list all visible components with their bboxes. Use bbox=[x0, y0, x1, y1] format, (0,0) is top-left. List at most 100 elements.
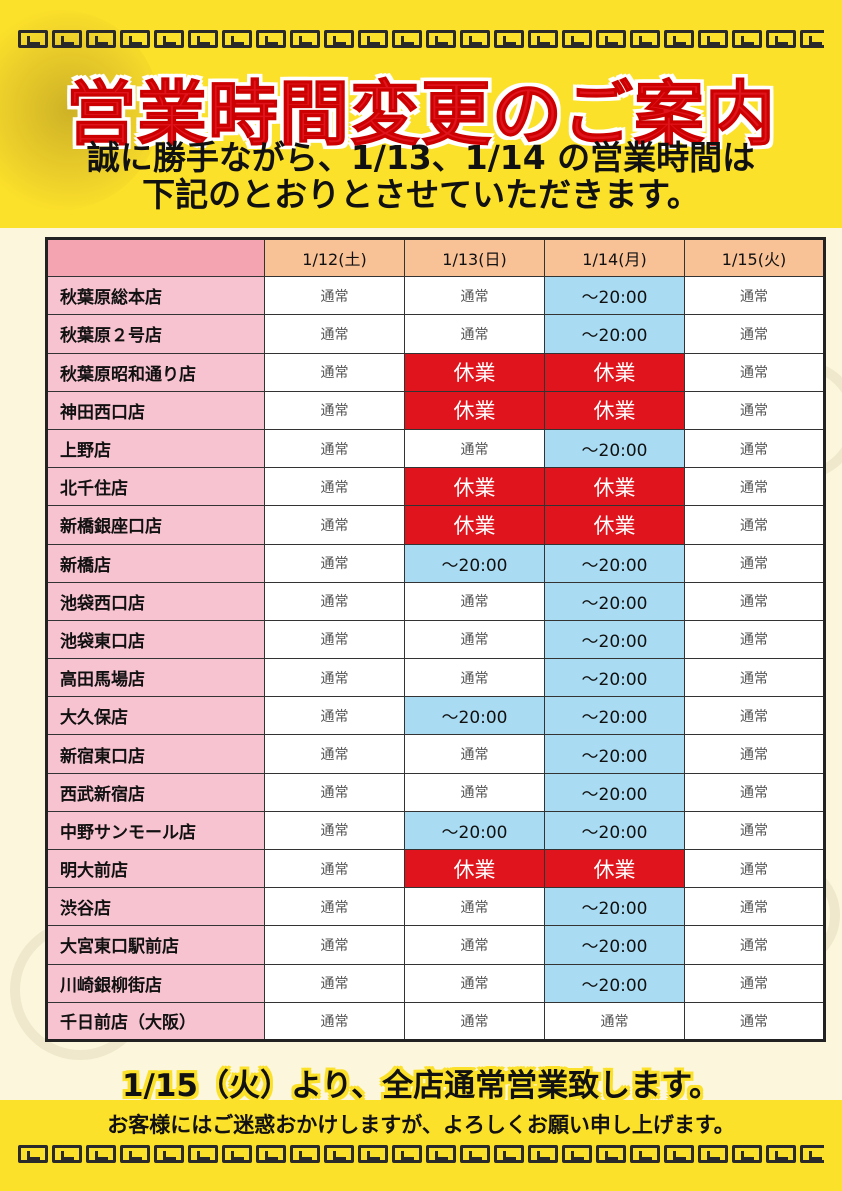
hours-cell-short: ～20:00 bbox=[404, 543, 545, 583]
hours-cell-normal: 通常 bbox=[404, 963, 545, 1003]
fret-pattern-icon bbox=[426, 1145, 456, 1163]
fret-pattern-icon bbox=[630, 1145, 660, 1163]
hours-cell-closed: 休業 bbox=[544, 505, 685, 545]
store-name: 上野店 bbox=[46, 428, 265, 469]
fret-pattern-icon bbox=[494, 1145, 524, 1163]
hours-cell-normal: 通常 bbox=[264, 390, 405, 430]
fret-border-bottom bbox=[18, 1145, 824, 1165]
fret-pattern-icon bbox=[256, 1145, 286, 1163]
hours-cell-normal: 通常 bbox=[684, 658, 825, 698]
fret-pattern-icon bbox=[188, 30, 218, 48]
table-header-row: 1/12(土) 1/13(日) 1/14(月) 1/15(火) bbox=[46, 237, 825, 278]
fret-pattern-icon bbox=[528, 1145, 558, 1163]
table-row: 新橋銀座口店 通常 休業 休業 通常 bbox=[46, 505, 825, 545]
hours-cell-normal: 通常 bbox=[404, 619, 545, 660]
fret-pattern-icon bbox=[120, 30, 150, 48]
table-row: 高田馬場店 通常 通常 ～20:00 通常 bbox=[46, 658, 825, 698]
fret-pattern-icon bbox=[120, 1145, 150, 1163]
hours-cell-short: ～20:00 bbox=[544, 696, 685, 736]
hours-cell-short: ～20:00 bbox=[404, 696, 545, 736]
table-row: 秋葉原２号店 通常 通常 ～20:00 通常 bbox=[46, 314, 825, 354]
store-name: 大宮東口駅前店 bbox=[46, 925, 265, 965]
table-row: 千日前店（大阪） 通常 通常 通常 通常 bbox=[46, 1001, 825, 1041]
hours-cell-normal: 通常 bbox=[264, 352, 405, 392]
table-row: 神田西口店 通常 休業 休業 通常 bbox=[46, 390, 825, 430]
hours-cell-normal: 通常 bbox=[684, 963, 825, 1003]
hours-cell-closed: 休業 bbox=[404, 848, 545, 889]
fret-pattern-icon bbox=[18, 30, 48, 48]
hours-cell-short: ～20:00 bbox=[544, 772, 685, 812]
hours-cell-normal: 通常 bbox=[264, 887, 405, 927]
table-row: 中野サンモール店 通常 ～20:00 ～20:00 通常 bbox=[46, 810, 825, 851]
hours-cell-normal: 通常 bbox=[264, 276, 405, 316]
fret-pattern-icon bbox=[256, 30, 286, 48]
fret-pattern-icon bbox=[18, 1145, 48, 1163]
fret-border-top bbox=[18, 30, 824, 50]
hours-cell-normal: 通常 bbox=[404, 734, 545, 774]
table-row: 新橋店 通常 ～20:00 ～20:00 通常 bbox=[46, 543, 825, 583]
fret-pattern-icon bbox=[562, 30, 592, 48]
hours-cell-short: ～20:00 bbox=[544, 276, 685, 316]
hours-cell-closed: 休業 bbox=[404, 505, 545, 545]
fret-pattern-icon bbox=[664, 1145, 694, 1163]
table-row: 川崎銀柳街店 通常 通常 ～20:00 通常 bbox=[46, 963, 825, 1003]
hours-cell-normal: 通常 bbox=[684, 505, 825, 545]
hours-cell-normal: 通常 bbox=[404, 887, 545, 927]
fret-pattern-icon bbox=[596, 30, 626, 48]
fret-pattern-icon bbox=[290, 30, 320, 48]
hours-cell-short: ～20:00 bbox=[544, 314, 685, 354]
store-name: 明大前店 bbox=[46, 848, 265, 889]
hours-cell-short: ～20:00 bbox=[544, 581, 685, 621]
hours-cell-normal: 通常 bbox=[684, 810, 825, 851]
hours-cell-normal: 通常 bbox=[684, 1001, 825, 1041]
corner-cell bbox=[46, 237, 265, 278]
store-name: 池袋西口店 bbox=[46, 581, 265, 621]
store-name: 川崎銀柳街店 bbox=[46, 963, 265, 1003]
hours-cell-closed: 休業 bbox=[404, 352, 545, 392]
hours-cell-closed: 休業 bbox=[544, 848, 685, 889]
fret-pattern-icon bbox=[596, 1145, 626, 1163]
hours-cell-normal: 通常 bbox=[264, 428, 405, 469]
fret-pattern-icon bbox=[732, 1145, 762, 1163]
hours-cell-closed: 休業 bbox=[544, 352, 685, 392]
fret-pattern-icon bbox=[460, 1145, 490, 1163]
hours-cell-closed: 休業 bbox=[404, 390, 545, 430]
hours-cell-normal: 通常 bbox=[264, 1001, 405, 1041]
fret-pattern-icon bbox=[664, 30, 694, 48]
hours-cell-normal: 通常 bbox=[264, 467, 405, 507]
fret-pattern-icon bbox=[86, 1145, 116, 1163]
hours-cell-normal: 通常 bbox=[404, 276, 545, 316]
store-name: 西武新宿店 bbox=[46, 772, 265, 812]
store-name: 大久保店 bbox=[46, 696, 265, 736]
table-row: 秋葉原総本店 通常 通常 ～20:00 通常 bbox=[46, 276, 825, 316]
schedule-table: 1/12(土) 1/13(日) 1/14(月) 1/15(火) 秋葉原総本店 通常… bbox=[45, 237, 826, 1042]
fret-pattern-icon bbox=[460, 30, 490, 48]
fret-pattern-icon bbox=[154, 30, 184, 48]
fret-pattern-icon bbox=[766, 1145, 796, 1163]
fret-pattern-icon bbox=[698, 30, 728, 48]
hours-cell-normal: 通常 bbox=[684, 887, 825, 927]
hours-cell-normal: 通常 bbox=[404, 925, 545, 965]
table-row: 渋谷店 通常 通常 ～20:00 通常 bbox=[46, 887, 825, 927]
table-row: 上野店 通常 通常 ～20:00 通常 bbox=[46, 428, 825, 469]
closing-message: お客様にはご迷惑おかけしますが、よろしくお願い申し上げます。 bbox=[107, 1113, 735, 1137]
store-name: 神田西口店 bbox=[46, 390, 265, 430]
table-row: 西武新宿店 通常 通常 ～20:00 通常 bbox=[46, 772, 825, 812]
hours-cell-normal: 通常 bbox=[684, 352, 825, 392]
fret-pattern-icon bbox=[528, 30, 558, 48]
hours-cell-normal: 通常 bbox=[684, 390, 825, 430]
subtitle-line-1: 誠に勝手ながら、1/13、1/14 の営業時間は bbox=[86, 138, 756, 177]
column-header-0113: 1/13(日) bbox=[404, 237, 545, 278]
column-header-0115: 1/15(火) bbox=[684, 237, 825, 278]
fret-pattern-icon bbox=[800, 30, 824, 48]
hours-cell-normal: 通常 bbox=[264, 848, 405, 889]
hours-cell-short: ～20:00 bbox=[544, 887, 685, 927]
column-header-0114: 1/14(月) bbox=[544, 237, 685, 278]
store-name: 秋葉原総本店 bbox=[46, 276, 265, 316]
hours-cell-normal: 通常 bbox=[404, 428, 545, 469]
hours-cell-normal: 通常 bbox=[404, 1001, 545, 1041]
hours-cell-normal: 通常 bbox=[684, 467, 825, 507]
hours-cell-short: ～20:00 bbox=[544, 658, 685, 698]
store-name: 秋葉原２号店 bbox=[46, 314, 265, 354]
hours-cell-normal: 通常 bbox=[404, 581, 545, 621]
